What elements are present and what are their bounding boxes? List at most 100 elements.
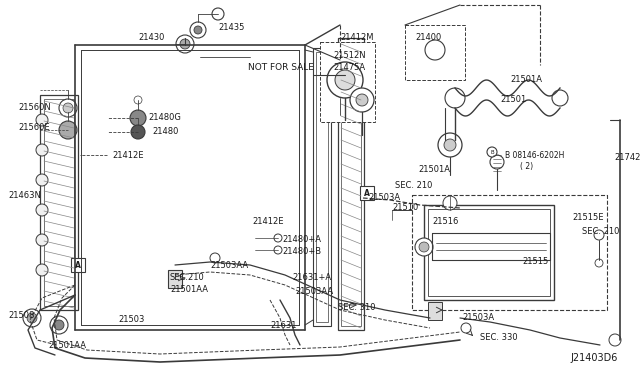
Bar	[338, 38, 364, 330]
Bar	[40, 95, 78, 310]
Circle shape	[212, 8, 224, 20]
Circle shape	[194, 26, 202, 34]
Circle shape	[131, 125, 145, 139]
Circle shape	[36, 234, 48, 246]
Text: 21480G: 21480G	[148, 113, 181, 122]
Text: 21480+A: 21480+A	[282, 235, 321, 244]
Text: 21631: 21631	[270, 321, 296, 330]
Circle shape	[609, 334, 621, 346]
Bar	[71, 258, 85, 272]
Circle shape	[36, 264, 48, 276]
Text: 21560N: 21560N	[18, 103, 51, 112]
Text: 21475A: 21475A	[333, 64, 365, 73]
Text: J21403D6: J21403D6	[570, 353, 618, 363]
Text: 21515E: 21515E	[572, 214, 604, 222]
Circle shape	[487, 147, 497, 157]
Text: 21631+A: 21631+A	[292, 273, 331, 282]
Text: 21742: 21742	[614, 154, 640, 163]
Bar	[320, 42, 375, 122]
Circle shape	[36, 204, 48, 216]
Bar	[428, 209, 550, 296]
Circle shape	[419, 242, 429, 252]
Text: ( 2): ( 2)	[520, 163, 533, 171]
Text: 21503A: 21503A	[462, 314, 494, 323]
Text: 21560E: 21560E	[18, 124, 50, 132]
Circle shape	[327, 62, 363, 98]
Text: 21435: 21435	[218, 23, 244, 32]
Text: 21501A: 21501A	[510, 76, 542, 84]
Circle shape	[438, 133, 462, 157]
Text: 21515: 21515	[522, 257, 548, 266]
Text: 21480+B: 21480+B	[282, 247, 321, 257]
Circle shape	[445, 88, 465, 108]
Bar	[341, 42, 361, 326]
Circle shape	[54, 320, 64, 330]
Text: SEC. 330: SEC. 330	[480, 334, 518, 343]
Circle shape	[176, 35, 194, 53]
Text: B: B	[490, 150, 494, 154]
Circle shape	[594, 230, 604, 240]
Circle shape	[490, 155, 504, 169]
Text: 21503AA: 21503AA	[210, 260, 248, 269]
Text: 21516: 21516	[432, 218, 458, 227]
Circle shape	[190, 22, 206, 38]
Circle shape	[210, 253, 220, 263]
Circle shape	[134, 96, 142, 104]
Circle shape	[444, 139, 456, 151]
Bar	[424, 205, 554, 300]
Bar	[405, 25, 465, 80]
Circle shape	[274, 246, 282, 254]
Bar	[168, 270, 182, 288]
Bar	[313, 48, 331, 326]
Text: SEC. 210: SEC. 210	[395, 180, 433, 189]
Text: 21412M: 21412M	[340, 33, 374, 42]
Text: 21503: 21503	[118, 315, 145, 324]
Text: B 08146-6202H: B 08146-6202H	[505, 151, 564, 160]
Circle shape	[50, 316, 68, 334]
Circle shape	[595, 259, 603, 267]
Bar	[360, 186, 374, 200]
Bar	[44, 99, 74, 306]
Circle shape	[23, 309, 41, 327]
Text: 21501A: 21501A	[418, 166, 450, 174]
Circle shape	[36, 114, 48, 126]
Circle shape	[356, 94, 368, 106]
Text: NOT FOR SALE: NOT FOR SALE	[248, 64, 314, 73]
Circle shape	[443, 196, 457, 210]
Text: 21503A: 21503A	[368, 193, 400, 202]
Text: 21503AA: 21503AA	[295, 288, 333, 296]
Text: 21412E: 21412E	[112, 151, 143, 160]
Text: 21463N: 21463N	[8, 190, 41, 199]
Circle shape	[63, 103, 73, 113]
Bar	[316, 52, 328, 322]
Text: 21480: 21480	[152, 128, 179, 137]
Bar	[428, 302, 442, 320]
Text: 21501AA: 21501AA	[48, 340, 86, 350]
Circle shape	[425, 40, 445, 60]
Circle shape	[461, 323, 471, 333]
Bar	[412, 195, 607, 310]
Text: 21412E: 21412E	[252, 218, 284, 227]
Text: A: A	[364, 189, 370, 198]
Circle shape	[335, 70, 355, 90]
Circle shape	[552, 90, 568, 106]
Text: SEC. 210: SEC. 210	[582, 228, 620, 237]
Text: 21501: 21501	[500, 96, 526, 105]
Text: 21430: 21430	[138, 33, 164, 42]
Circle shape	[274, 234, 282, 242]
Text: 21510: 21510	[392, 203, 419, 212]
Circle shape	[59, 121, 77, 139]
Circle shape	[36, 174, 48, 186]
Text: 21508: 21508	[8, 311, 35, 320]
Circle shape	[180, 39, 190, 49]
Circle shape	[415, 238, 433, 256]
Circle shape	[59, 99, 77, 117]
Text: SEC.210: SEC.210	[170, 273, 205, 282]
Circle shape	[36, 144, 48, 156]
Circle shape	[27, 313, 37, 323]
Circle shape	[130, 110, 146, 126]
Circle shape	[350, 88, 374, 112]
Text: 21501AA: 21501AA	[170, 285, 208, 295]
Text: 21400: 21400	[415, 33, 441, 42]
Text: SEC. 310: SEC. 310	[338, 304, 376, 312]
